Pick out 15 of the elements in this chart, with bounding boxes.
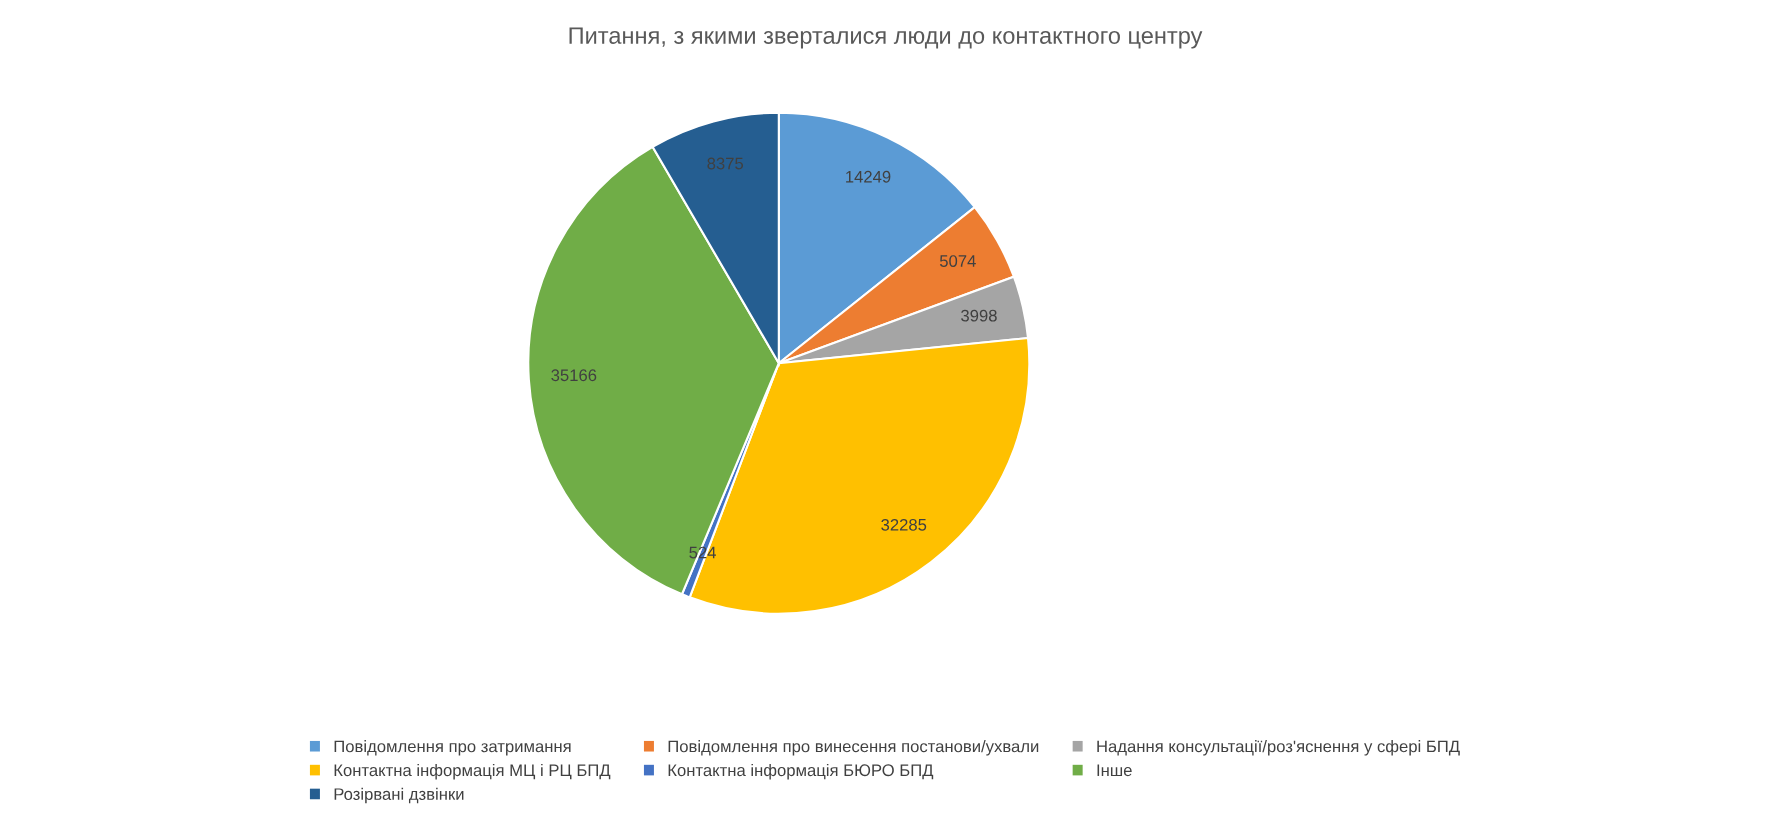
data-label: 524 bbox=[689, 546, 716, 559]
legend-label: Контактна інформація БЮРО БПД bbox=[668, 763, 934, 780]
data-label: 5074 bbox=[939, 255, 976, 267]
legend-label: Розірвані дзвінки bbox=[334, 787, 464, 804]
legend-label: Повідомлення про винесення постанови/ухвали bbox=[668, 740, 1039, 756]
data-label: 8375 bbox=[707, 157, 744, 170]
chart-title: Питання, з якими зверталися люди до контактного центру bbox=[569, 27, 1203, 49]
data-label: 3998 bbox=[961, 309, 997, 322]
legend-label: Повідомлення про затримання bbox=[334, 740, 571, 756]
data-label: 35166 bbox=[551, 369, 597, 382]
data-label: 32285 bbox=[881, 518, 927, 531]
legend-label: Інше bbox=[1097, 764, 1132, 777]
data-label: 14249 bbox=[846, 170, 891, 183]
legend-label: Надання консультації/роз'яснення у сфері БПД bbox=[1097, 740, 1460, 756]
legend-label: Контактна інформація МЦ і РЦ БПД bbox=[334, 763, 611, 780]
